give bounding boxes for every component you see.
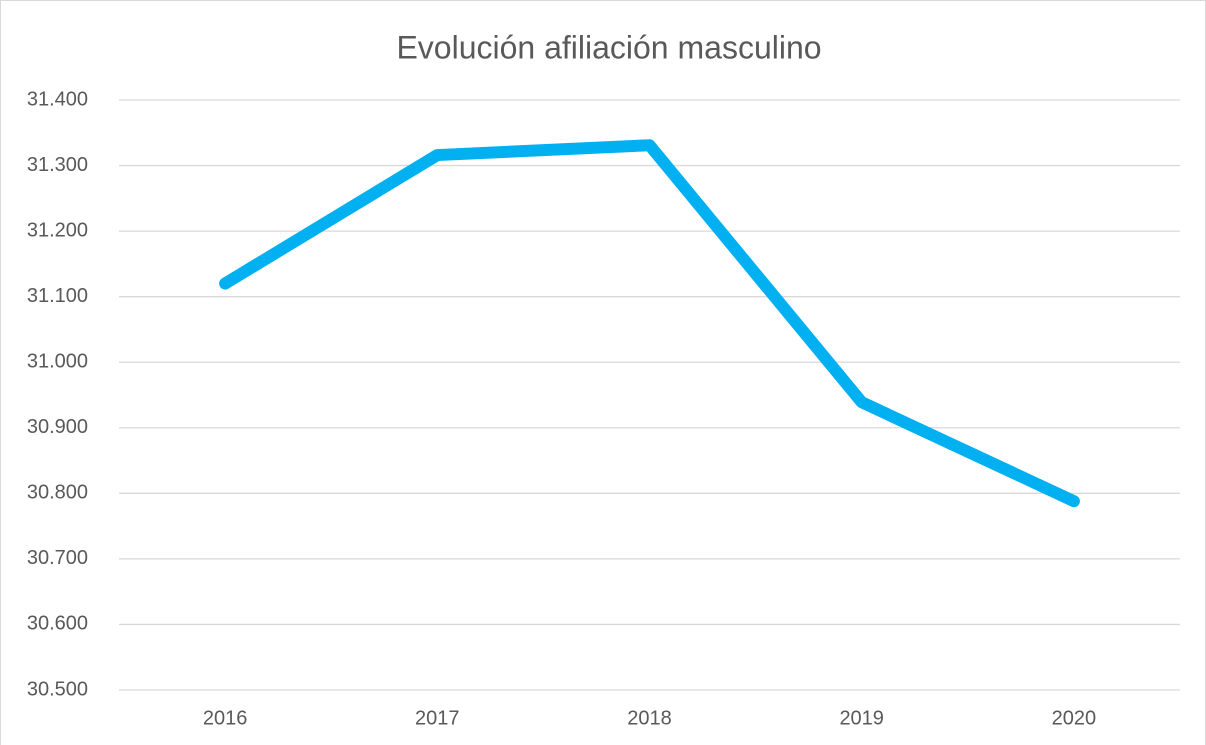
y-tick-label: 30.600 [27, 613, 88, 635]
y-tick-label: 30.800 [27, 482, 88, 504]
y-tick-label: 30.900 [27, 416, 88, 438]
x-tick-label: 2019 [839, 707, 884, 729]
y-tick-label: 31.200 [27, 219, 88, 241]
x-tick-label: 2020 [1052, 707, 1097, 729]
x-tick-label: 2018 [627, 707, 672, 729]
y-tick-label: 31.000 [27, 351, 88, 373]
y-tick-label: 30.500 [27, 678, 88, 700]
y-tick-label: 31.400 [27, 88, 88, 110]
y-tick-label: 31.300 [27, 154, 88, 176]
data-line [219, 139, 1080, 508]
y-tick-label: 30.700 [27, 547, 88, 569]
x-tick-label: 2017 [415, 707, 460, 729]
chart-title: Evolución afiliación masculino [396, 29, 821, 65]
x-tick-label: 2016 [203, 707, 248, 729]
y-tick-label: 31.100 [27, 285, 88, 307]
